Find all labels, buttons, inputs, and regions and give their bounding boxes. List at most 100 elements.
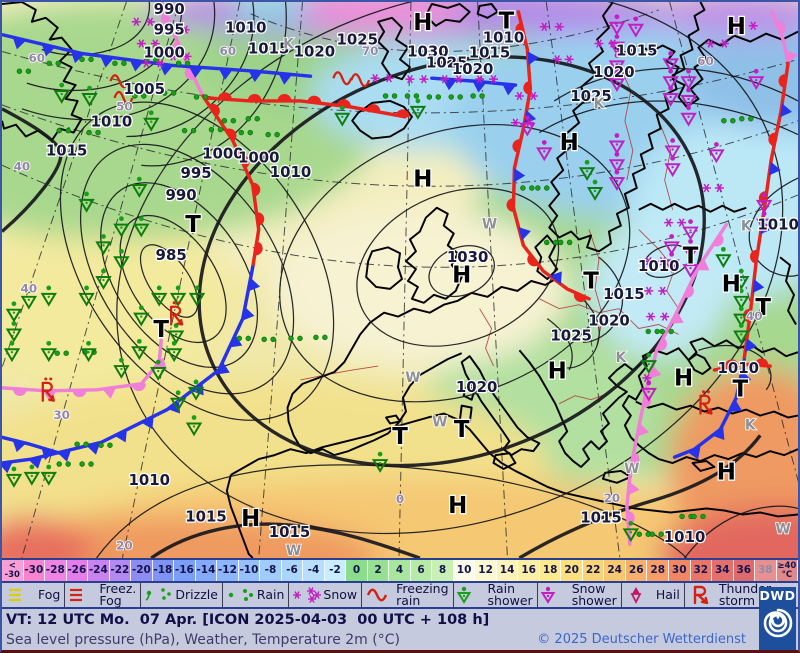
svg-text:1020: 1020 (588, 312, 630, 330)
scale-cell: 14 (496, 560, 519, 581)
svg-text:1020: 1020 (294, 42, 336, 60)
scale-cell: -20 (131, 560, 153, 581)
rain-shower-icon (456, 586, 471, 604)
svg-text:1020: 1020 (452, 60, 494, 78)
scale-cell: 8 (432, 560, 454, 581)
scale-cell: -28 (45, 560, 67, 581)
svg-text:70: 70 (362, 44, 379, 58)
svg-text:1025: 1025 (570, 87, 612, 105)
legend-item-snow-shower: Snow shower (536, 581, 621, 608)
svg-text:1030: 1030 (447, 248, 489, 266)
scale-cell: -12 (217, 560, 239, 581)
scale-cell: 30 (668, 560, 691, 581)
svg-text:60: 60 (220, 44, 237, 58)
svg-text:K: K (283, 37, 295, 53)
svg-text:H: H (241, 506, 260, 532)
scale-cell: 10 (453, 560, 476, 581)
svg-text:W: W (286, 543, 301, 558)
scale-cell: 6 (410, 560, 433, 581)
weather-symbol-legend: Fog Freez. Fog Drizzle Rain Snow Freezing rain R… (2, 581, 798, 609)
svg-text:W: W (482, 217, 497, 233)
svg-text:995: 995 (154, 21, 185, 39)
legend-label: Drizzle (175, 587, 218, 602)
svg-text:W: W (775, 521, 790, 537)
weather-map: 990 995 1000 1005 1010 1015 1010 1015 1020 1025 10… (2, 2, 798, 558)
svg-text:1010: 1010 (128, 471, 170, 489)
svg-text:K: K (745, 417, 757, 433)
svg-text:H: H (722, 271, 741, 297)
svg-text:K: K (615, 350, 627, 366)
svg-text:40: 40 (14, 160, 31, 174)
dwd-logo: DWD (759, 587, 796, 650)
svg-text:985: 985 (156, 246, 187, 264)
fog-icon (9, 588, 21, 602)
scale-cell: 20 (561, 560, 583, 581)
rain-icon (228, 589, 253, 601)
svg-text:990: 990 (166, 186, 197, 204)
legend-label: Snow shower (571, 581, 617, 608)
temperature-color-scale: < -30 -30 -28 -26 -24 -22 -20 -18 -16 -14 -12 -10 -8-… (2, 558, 798, 583)
scale-cell: -2 (324, 560, 347, 581)
svg-text:T: T (153, 317, 169, 343)
scale-cell: 22 (582, 560, 605, 581)
valid-time-line: VT: 12 UTC Mo. 07 Apr. [ICON 2025-04-03 … (6, 612, 490, 628)
svg-text:1015: 1015 (603, 285, 645, 303)
svg-text:1010: 1010 (270, 163, 312, 181)
scale-cell: 18 (539, 560, 562, 581)
svg-text:W: W (432, 414, 447, 430)
scale-cell: 4 (389, 560, 411, 581)
svg-text:1015: 1015 (616, 41, 658, 59)
svg-text:T: T (755, 295, 771, 321)
svg-text:1010: 1010 (664, 528, 706, 546)
dwd-spiral-icon (763, 608, 792, 638)
scale-cell: -30 (23, 560, 46, 581)
svg-text:1015: 1015 (469, 43, 511, 61)
svg-text:1025: 1025 (550, 326, 592, 344)
legend-label: Freezing rain (396, 581, 449, 608)
svg-text:H: H (548, 359, 567, 385)
svg-text:H: H (413, 167, 432, 193)
svg-text:1015: 1015 (580, 508, 622, 526)
svg-text:990: 990 (154, 2, 185, 18)
svg-text:1015: 1015 (185, 507, 227, 525)
svg-text:T: T (732, 376, 748, 402)
snow-shower-icon (540, 586, 555, 604)
svg-text:1000: 1000 (238, 148, 280, 166)
svg-text:1000: 1000 (143, 43, 185, 61)
svg-text:1025: 1025 (336, 31, 378, 49)
svg-text:1010: 1010 (757, 216, 798, 234)
scale-cell: 34 (712, 560, 734, 581)
svg-text:H: H (717, 459, 736, 485)
svg-text:60: 60 (29, 51, 46, 65)
drizzle-icon (145, 588, 172, 601)
scale-cell: -22 (109, 560, 132, 581)
svg-text:1015: 1015 (269, 523, 311, 541)
svg-text:0: 0 (396, 492, 404, 506)
legend-item-thunderstorm: Thunder storm (683, 581, 775, 608)
scale-cell: ≥40 °C (776, 560, 798, 581)
legend-label: Rain shower (487, 581, 533, 608)
svg-text:H: H (448, 493, 467, 519)
scale-cell: 24 (604, 560, 626, 581)
scale-cell: 26 (625, 560, 648, 581)
scale-cell: -6 (281, 560, 304, 581)
svg-text:T: T (392, 424, 408, 450)
svg-text:T: T (683, 244, 699, 270)
legend-item-drizzle: Drizzle (140, 583, 222, 607)
scale-cell: 38 (755, 560, 777, 581)
svg-text:H: H (413, 10, 432, 36)
scale-cell: -14 (195, 560, 218, 581)
svg-text:H: H (560, 130, 579, 156)
scale-cell: 16 (518, 560, 540, 581)
scale-cell: 36 (733, 560, 756, 581)
svg-text:1010: 1010 (225, 19, 267, 37)
legend-label: Fog (38, 587, 61, 602)
legend-label: Thunder storm (718, 581, 772, 608)
legend-item-freezing-fog: Freez. Fog (64, 582, 140, 607)
scale-cell: -16 (174, 560, 196, 581)
scale-cell: 32 (690, 560, 713, 581)
dwd-logo-text: DWD (759, 588, 796, 603)
svg-text:T: T (185, 212, 201, 238)
scale-cell: 28 (647, 560, 669, 581)
